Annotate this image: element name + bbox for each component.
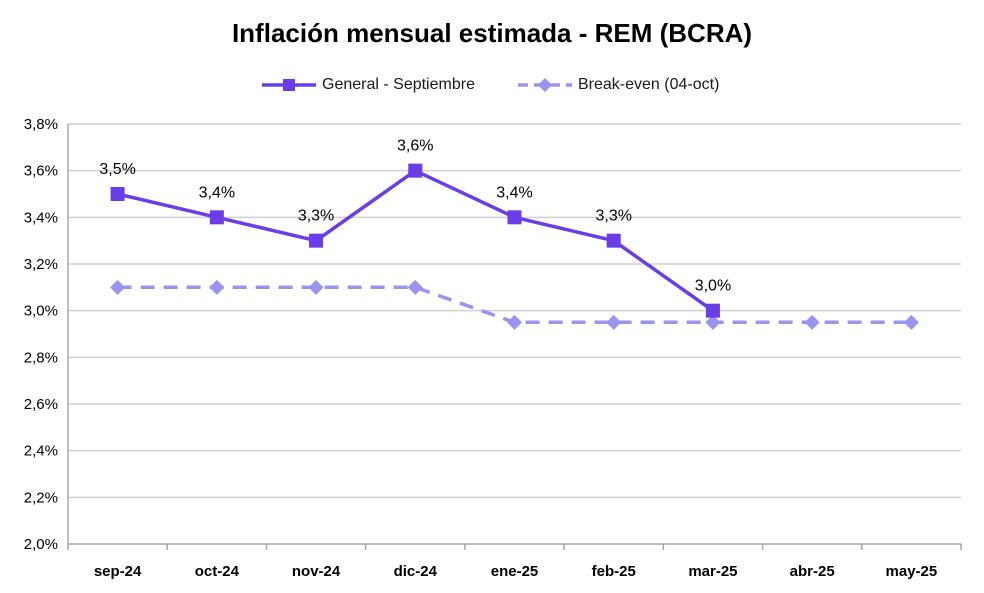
legend-label-breakeven: Break-even (04-oct) <box>578 76 720 93</box>
legend: General - Septiembre Break-even (04-oct) <box>0 72 984 98</box>
y-tick-label: 2,2% <box>24 489 58 506</box>
data-label: 3,3% <box>298 208 334 225</box>
y-tick-label: 2,6% <box>24 396 58 413</box>
data-point-general <box>408 163 423 178</box>
data-label: 3,4% <box>199 184 235 201</box>
x-tick-label: dic-24 <box>394 563 438 580</box>
y-tick-label: 3,2% <box>24 256 58 273</box>
y-tick-label: 2,0% <box>24 536 58 553</box>
data-point-breakeven <box>209 279 225 295</box>
data-point-breakeven <box>804 314 820 330</box>
y-tick-label: 3,0% <box>24 303 58 320</box>
data-point-breakeven <box>110 279 126 295</box>
data-point-breakeven <box>705 314 721 330</box>
data-point-breakeven <box>507 314 522 330</box>
chart-title: Inflación mensual estimada - REM (BCRA) <box>231 18 753 48</box>
legend-item-breakeven: Break-even (04-oct) <box>518 72 719 98</box>
x-tick-label: oct-24 <box>195 563 240 580</box>
x-tick-label: nov-24 <box>292 563 341 580</box>
data-label: 3,4% <box>496 184 532 201</box>
data-point-general <box>309 233 324 248</box>
x-tick-label: mar-25 <box>688 563 737 580</box>
data-point-general <box>705 303 720 318</box>
x-tick-label: sep-24 <box>94 563 142 580</box>
y-tick-label: 2,4% <box>24 443 58 460</box>
y-tick-label: 3,8% <box>24 116 58 133</box>
data-point-breakeven <box>407 279 423 295</box>
x-tick-label: feb-25 <box>592 563 636 580</box>
y-tick-label: 3,4% <box>24 209 58 226</box>
data-label: 3,5% <box>99 161 135 178</box>
y-tick-label: 3,6% <box>24 163 58 180</box>
legend-swatch-breakeven <box>518 78 572 92</box>
data-point-general <box>606 233 621 248</box>
data-point-general <box>110 187 125 201</box>
legend-item-general: General - Septiembre <box>262 72 475 98</box>
data-point-general <box>507 210 522 225</box>
x-tick-label: abr-25 <box>790 563 835 580</box>
data-point-breakeven <box>606 314 622 330</box>
legend-label-general: General - Septiembre <box>322 76 475 93</box>
data-label: 3,3% <box>595 208 631 225</box>
y-tick-label: 2,8% <box>24 349 58 366</box>
data-label: 3,6% <box>397 138 433 155</box>
x-tick-label: may-25 <box>886 563 938 580</box>
data-point-breakeven <box>308 279 324 295</box>
x-tick-label: ene-25 <box>491 563 539 580</box>
data-point-general <box>209 210 224 225</box>
data-label: 3,0% <box>695 278 731 295</box>
legend-swatch-general <box>262 79 316 91</box>
data-point-breakeven <box>903 314 919 330</box>
